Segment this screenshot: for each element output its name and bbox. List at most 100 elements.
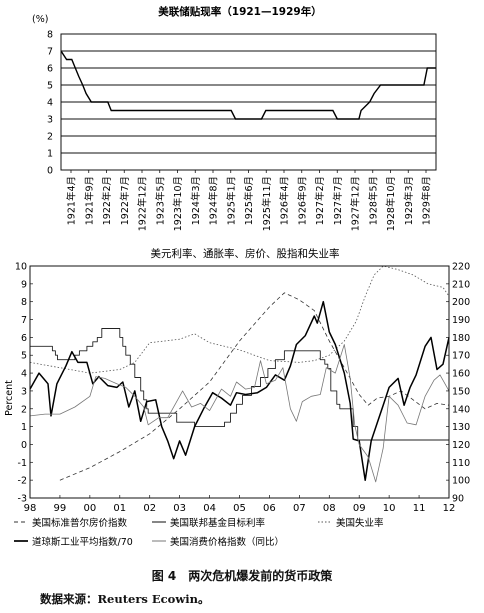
- rates-prices-series: [29, 265, 450, 483]
- left-tick-label: 9: [21, 279, 27, 290]
- legend-label: 美国消费价格指数（同比）: [170, 536, 284, 548]
- x-tick-label: 1925年6月: [243, 176, 255, 225]
- x-tick-label: 04: [203, 503, 216, 514]
- y-tick-label: 5: [47, 81, 53, 92]
- discount-rate-gridlines: [61, 50, 436, 154]
- x-tick-label: 06: [263, 503, 276, 514]
- legend-fed-funds-rate: 美国联邦基金目标利率: [152, 517, 266, 529]
- x-tick-label: 1925年11月: [261, 176, 273, 231]
- left-tick-label: 1: [21, 422, 27, 433]
- left-tick-label: 2: [21, 404, 27, 415]
- right-tick-label: 190: [452, 315, 470, 326]
- left-tick-label: 8: [21, 297, 27, 308]
- right-tick-label: 130: [452, 422, 470, 433]
- x-tick-label: 1926年4月: [279, 176, 291, 225]
- x-tick-label: 03: [173, 503, 186, 514]
- legend-house-price-index: 美国标准普尔房价指数: [14, 517, 128, 529]
- x-tick-label: 07: [293, 503, 306, 514]
- discount-rate-y-unit: (%): [32, 14, 48, 25]
- x-tick-label: 1925年1月: [225, 176, 237, 225]
- legend-label: 美国失业率: [336, 517, 384, 529]
- y-tick-label: 2: [47, 132, 53, 143]
- y-tick-label: 4: [47, 98, 53, 109]
- x-tick-label: 1927年2月: [314, 176, 326, 225]
- x-tick-label: 08: [323, 503, 336, 514]
- x-tick-label: 1927年12月: [350, 176, 362, 231]
- x-tick-label: 02: [143, 503, 156, 514]
- y-tick-label: 6: [47, 64, 53, 75]
- left-tick-label: -3: [18, 494, 27, 505]
- x-tick-label: 1924年3月: [190, 176, 202, 225]
- right-tick-label: 210: [452, 279, 470, 290]
- discount-rate-series: [60, 50, 436, 120]
- right-tick-label: 120: [452, 440, 470, 451]
- y-tick-label: 7: [47, 47, 53, 58]
- rates-prices-left-ticks: -3 -2 -1 0 1 2 3 4 5 6 7 8 9 10: [15, 262, 33, 505]
- right-tick-label: 140: [452, 404, 470, 415]
- legend-unemployment-rate: 美国失业率: [318, 517, 384, 529]
- left-tick-label: -2: [18, 476, 27, 487]
- left-tick-label: 5: [21, 351, 27, 362]
- unemployment-rate-line: [29, 265, 450, 374]
- x-tick-label: 1921年4月: [66, 176, 78, 225]
- discount-rate-x-ticks: 1921年4月 1921年9月 1922年2月 1922年7月 1922年12月 1923…: [66, 170, 433, 231]
- x-tick-label: 1924年8月: [208, 176, 220, 225]
- discount-rate-chart: 美联储贴现率（1921—1929年） (%) 0 1 2 3 4 5 6 7 8 1921年4月…: [32, 5, 437, 231]
- left-tick-label: 7: [21, 315, 27, 326]
- right-tick-label: 170: [452, 351, 470, 362]
- x-tick-label: 1922年12月: [137, 176, 149, 231]
- x-tick-label: 1928年5月: [367, 176, 379, 225]
- x-tick-label: 98: [24, 503, 37, 514]
- x-tick-label: 1921年9月: [83, 176, 95, 225]
- x-tick-label: 1923年10月: [172, 176, 184, 231]
- discount-rate-plot-frame: [60, 33, 437, 171]
- rates-prices-x-ticks: 98 99 00 01 02 03 04 05 06 07 08 09 10 11 12: [24, 495, 456, 514]
- x-tick-label: 1927年7月: [332, 176, 344, 225]
- left-tick-label: 0: [21, 440, 27, 451]
- x-tick-label: 05: [233, 503, 246, 514]
- x-tick-label: 1923年5月: [154, 176, 166, 225]
- discount-rate-y-ticks: 0 1 2 3 4 5 6 7 8: [47, 30, 53, 177]
- x-tick-label: 12: [443, 503, 456, 514]
- y-tick-label: 0: [47, 166, 53, 177]
- x-tick-label: 99: [54, 503, 67, 514]
- rates-prices-plot-frame: [29, 265, 450, 499]
- right-tick-label: 110: [452, 458, 470, 469]
- rates-prices-chart-title: 美元利率、通胀率、房价、股指和失业率: [151, 247, 340, 260]
- x-tick-label: 1922年2月: [101, 176, 113, 225]
- x-tick-label: 1929年8月: [421, 176, 433, 225]
- legend-label: 美国联邦基金目标利率: [170, 517, 266, 529]
- data-source-note: 数据来源：Reuters Ecowin。: [40, 592, 210, 606]
- discount-rate-chart-title: 美联储贴现率（1921—1929年）: [158, 5, 321, 18]
- legend-cpi-yoy: 美国消费价格指数（同比）: [152, 536, 284, 548]
- left-tick-label: 10: [15, 262, 27, 273]
- x-tick-label: 1928年10月: [385, 176, 397, 231]
- x-tick-label: 11: [413, 503, 426, 514]
- right-tick-label: 90: [452, 494, 464, 505]
- legend-dow-jones: 道琼斯工业平均指数/70: [14, 536, 133, 548]
- y-tick-label: 3: [47, 115, 53, 126]
- x-tick-label: 1922年7月: [119, 176, 131, 225]
- x-tick-label: 09: [353, 503, 366, 514]
- right-tick-label: 160: [452, 369, 470, 380]
- right-tick-label: 100: [452, 476, 470, 487]
- x-tick-label: 10: [383, 503, 396, 514]
- left-tick-label: 6: [21, 333, 27, 344]
- discount-rate-line: [60, 50, 436, 120]
- left-tick-label: 3: [21, 386, 27, 397]
- dow-jones-line: [29, 300, 450, 481]
- left-tick-label: -1: [18, 458, 27, 469]
- right-tick-label: 200: [452, 297, 470, 308]
- x-tick-label: 1929年3月: [403, 176, 415, 225]
- left-tick-label: 4: [21, 369, 27, 380]
- legend-label: 道琼斯工业平均指数/70: [32, 536, 133, 548]
- rates-prices-y-label: Percent: [4, 380, 15, 416]
- rates-prices-right-ticks: 90 100 110 120 130 140 150 160 170 180 190 200 210 22…: [446, 262, 470, 505]
- x-tick-label: 01: [113, 503, 126, 514]
- fed-funds-rate-line: [30, 328, 449, 441]
- figure-caption: 图 4 两次危机爆发前的货币政策: [151, 569, 333, 583]
- right-tick-label: 180: [452, 333, 470, 344]
